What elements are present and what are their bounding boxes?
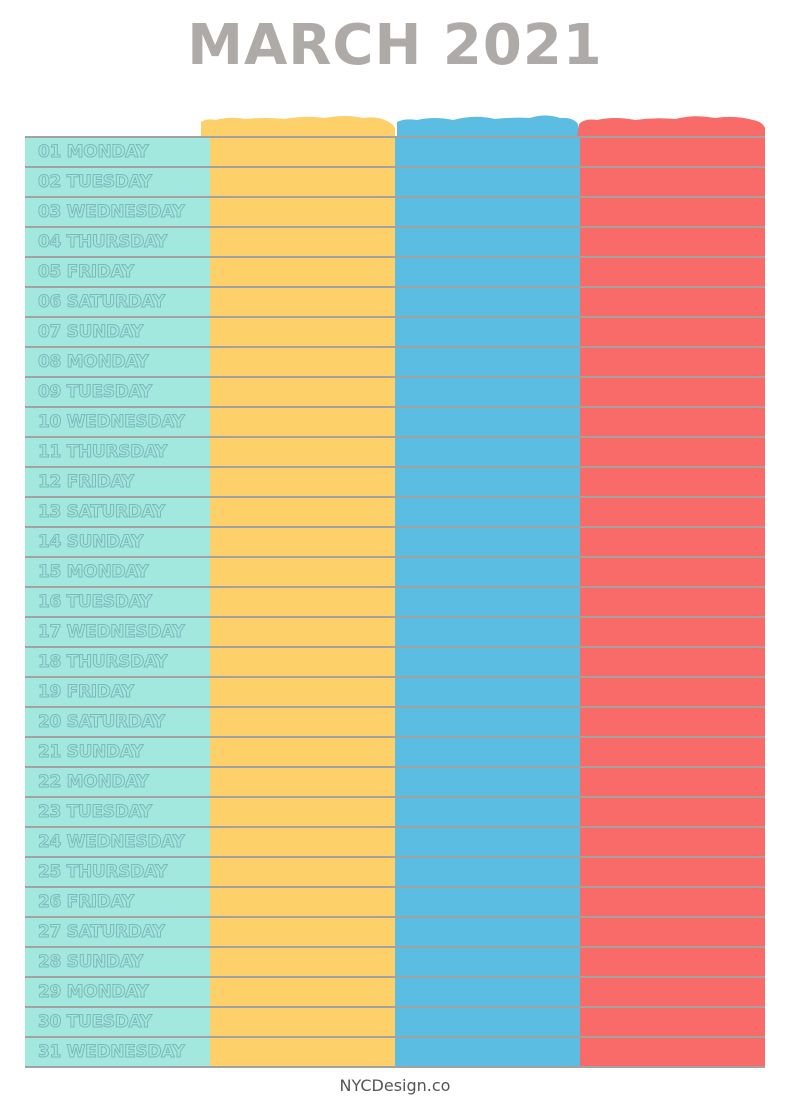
day-label: 16 TUESDAY bbox=[38, 592, 153, 613]
day-label: 24 WEDNESDAY bbox=[38, 832, 186, 853]
day-row: 18 THURSDAY bbox=[25, 646, 765, 676]
day-label: 02 TUESDAY bbox=[38, 172, 153, 193]
day-label: 04 THURSDAY bbox=[37, 232, 168, 253]
day-row: 06 SATURDAY bbox=[25, 286, 765, 316]
day-row: 15 MONDAY bbox=[25, 556, 765, 586]
day-row: 16 TUESDAY bbox=[25, 586, 765, 616]
day-label: 26 FRIDAY bbox=[38, 892, 135, 913]
day-label: 12 FRIDAY bbox=[38, 472, 135, 493]
day-row: 24 WEDNESDAY bbox=[25, 826, 765, 856]
day-row: 31 WEDNESDAY bbox=[25, 1036, 765, 1068]
planner-grid: 01 MONDAY 02 TUESDAY 03 WEDNESDAY 04 THURSD… bbox=[25, 136, 765, 1068]
day-label: 19 FRIDAY bbox=[38, 682, 135, 703]
day-row: 02 TUESDAY bbox=[25, 166, 765, 196]
day-row: 28 SUNDAY bbox=[25, 946, 765, 976]
footer-credit: NYCDesign.co bbox=[339, 1076, 451, 1095]
day-label: 09 TUESDAY bbox=[38, 382, 153, 403]
day-row: 10 WEDNESDAY bbox=[25, 406, 765, 436]
day-label: 31 WEDNESDAY bbox=[38, 1042, 186, 1063]
day-label: 22 MONDAY bbox=[37, 772, 149, 793]
day-row: 01 MONDAY bbox=[25, 136, 765, 166]
day-row: 14 SUNDAY bbox=[25, 526, 765, 556]
blue-tab bbox=[397, 115, 580, 140]
day-label: 17 WEDNESDAY bbox=[38, 622, 186, 643]
day-row: 27 SATURDAY bbox=[25, 916, 765, 946]
day-row: 08 MONDAY bbox=[25, 346, 765, 376]
day-row: 26 FRIDAY bbox=[25, 886, 765, 916]
day-label: 30 TUESDAY bbox=[38, 1012, 153, 1033]
day-row: 12 FRIDAY bbox=[25, 466, 765, 496]
day-label: 23 TUESDAY bbox=[38, 802, 153, 823]
day-row: 23 TUESDAY bbox=[25, 796, 765, 826]
day-row: 30 TUESDAY bbox=[25, 1006, 765, 1036]
column-header-tabs bbox=[25, 108, 765, 140]
day-label: 10 WEDNESDAY bbox=[38, 412, 186, 433]
day-label: 25 THURSDAY bbox=[37, 862, 168, 883]
day-row: 25 THURSDAY bbox=[25, 856, 765, 886]
day-label: 01 MONDAY bbox=[37, 142, 149, 163]
day-label: 15 MONDAY bbox=[37, 562, 149, 583]
day-row: 05 FRIDAY bbox=[25, 256, 765, 286]
day-row: 20 SATURDAY bbox=[25, 706, 765, 736]
day-label: 27 SATURDAY bbox=[38, 922, 166, 943]
yellow-tab bbox=[201, 116, 395, 140]
day-row: 22 MONDAY bbox=[25, 766, 765, 796]
day-row: 29 MONDAY bbox=[25, 976, 765, 1006]
day-row: 04 THURSDAY bbox=[25, 226, 765, 256]
page-title: MARCH 2021 bbox=[187, 13, 603, 78]
day-label: 03 WEDNESDAY bbox=[38, 202, 186, 223]
day-row: 11 THURSDAY bbox=[25, 436, 765, 466]
day-label: 11 THURSDAY bbox=[37, 442, 168, 463]
day-row: 13 SATURDAY bbox=[25, 496, 765, 526]
day-label: 21 SUNDAY bbox=[37, 742, 144, 763]
day-label: 13 SATURDAY bbox=[38, 502, 166, 523]
day-row: 07 SUNDAY bbox=[25, 316, 765, 346]
day-label: 06 SATURDAY bbox=[38, 292, 166, 313]
red-column bbox=[580, 136, 765, 1066]
day-label: 08 MONDAY bbox=[37, 352, 149, 373]
day-label: 29 MONDAY bbox=[37, 982, 149, 1003]
day-row: 21 SUNDAY bbox=[25, 736, 765, 766]
day-row: 03 WEDNESDAY bbox=[25, 196, 765, 226]
day-row: 17 WEDNESDAY bbox=[25, 616, 765, 646]
day-label: 05 FRIDAY bbox=[38, 262, 135, 283]
day-row: 09 TUESDAY bbox=[25, 376, 765, 406]
day-label: 07 SUNDAY bbox=[37, 322, 144, 343]
yellow-column bbox=[210, 136, 395, 1066]
blue-column bbox=[395, 136, 580, 1066]
days-column bbox=[25, 136, 210, 1066]
day-label: 14 SUNDAY bbox=[37, 532, 144, 553]
day-label: 20 SATURDAY bbox=[38, 712, 166, 733]
red-tab bbox=[577, 116, 765, 140]
day-label: 18 THURSDAY bbox=[37, 652, 168, 673]
day-label: 28 SUNDAY bbox=[37, 952, 144, 973]
day-rows: 01 MONDAY 02 TUESDAY 03 WEDNESDAY 04 THURSD… bbox=[25, 136, 765, 1068]
day-row: 19 FRIDAY bbox=[25, 676, 765, 706]
